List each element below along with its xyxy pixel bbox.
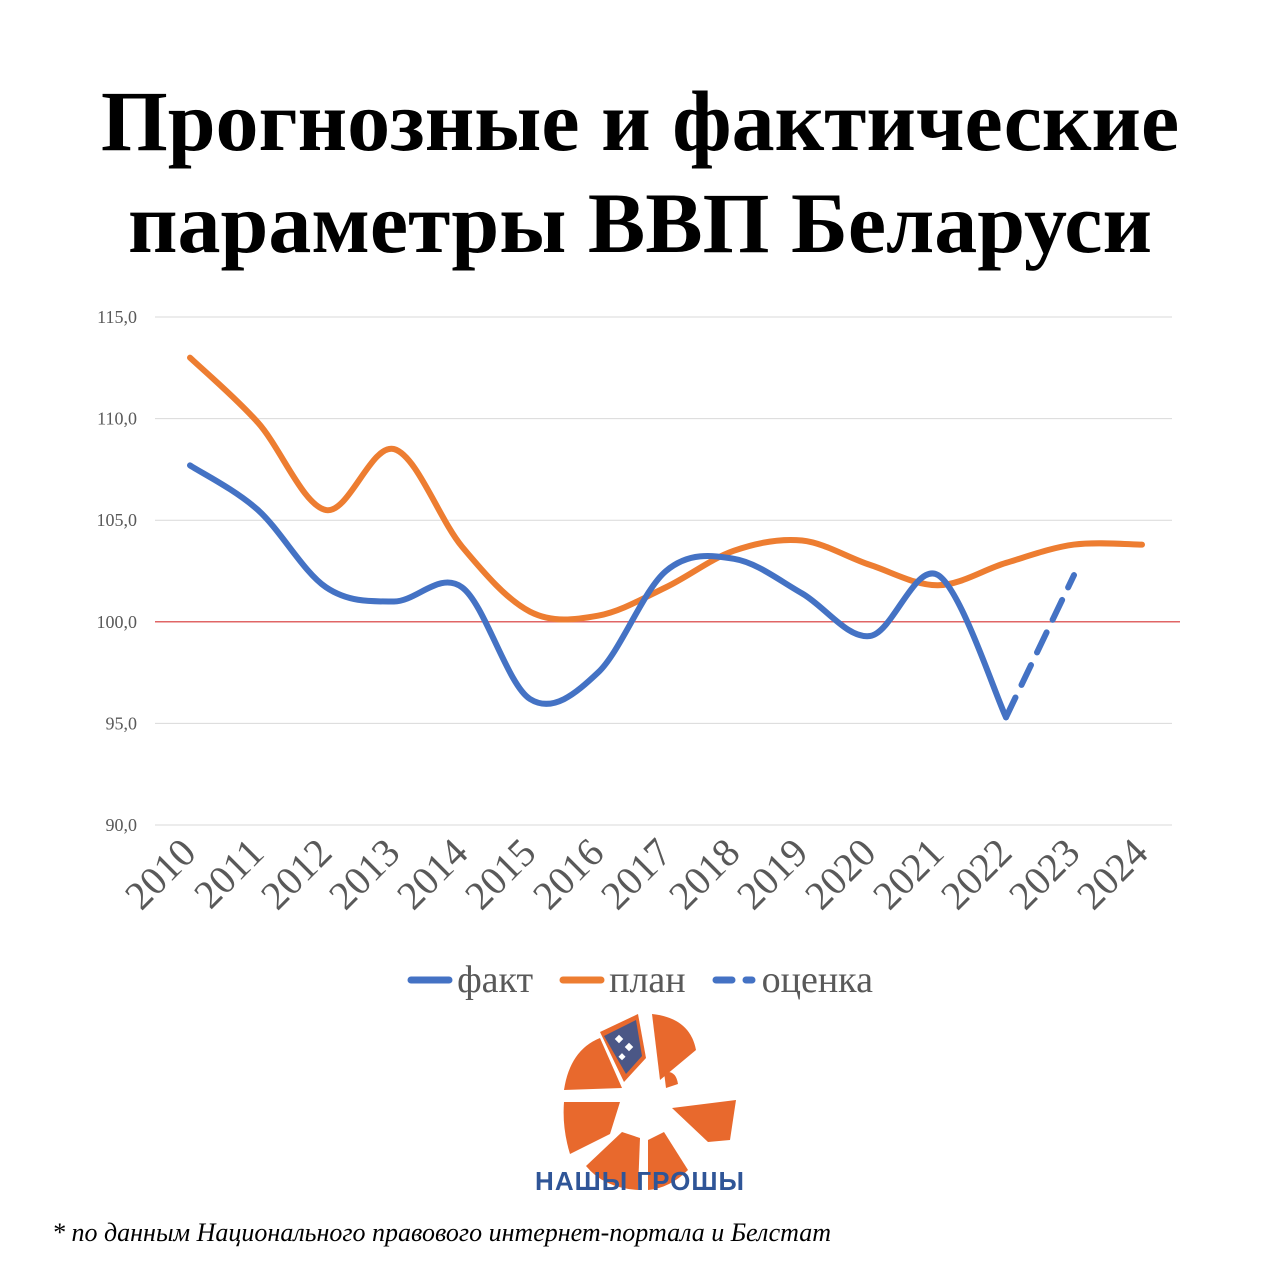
y-tick-label: 115,0 <box>97 307 137 327</box>
legend-item-fact: факт <box>407 958 533 1002</box>
legend-swatch-estimate <box>712 976 756 984</box>
logo-icon <box>563 1014 736 1190</box>
legend-label-plan: план <box>609 959 686 1001</box>
series-line-estimate <box>1003 572 1077 721</box>
x-tick-label: 2010 <box>116 830 204 918</box>
x-tick-label: 2013 <box>320 830 408 918</box>
x-tick-label: 2018 <box>660 830 748 918</box>
y-tick-label: 90,0 <box>106 815 138 835</box>
legend-item-plan: план <box>559 958 686 1002</box>
x-tick-label: 2015 <box>456 830 544 918</box>
x-tick-label: 2023 <box>1000 830 1088 918</box>
series-line-fact <box>187 462 1009 721</box>
x-tick-label: 2024 <box>1068 830 1156 918</box>
chart-title-line-1: Прогнозные и фактические <box>100 73 1180 169</box>
y-tick-label: 105,0 <box>97 510 138 530</box>
legend-swatch-fact <box>407 976 453 984</box>
x-tick-label: 2011 <box>185 830 272 917</box>
y-axis-ticks: 90,0 95,0 100,0 105,0 110,0 115,0 <box>97 307 138 835</box>
x-tick-label: 2014 <box>388 830 476 918</box>
x-tick-label: 2020 <box>796 830 884 918</box>
y-tick-label: 95,0 <box>106 713 138 733</box>
x-tick-label: 2019 <box>728 830 816 918</box>
x-tick-label: 2022 <box>932 830 1020 918</box>
y-tick-label: 110,0 <box>97 409 137 429</box>
logo-text: НАШЫ ГРОШЫ <box>535 1166 745 1196</box>
legend-item-estimate: оценка <box>712 958 873 1002</box>
series-lines <box>187 354 1145 721</box>
series-line-plan <box>187 354 1145 623</box>
legend-label-fact: факт <box>457 959 534 1001</box>
grid-lines <box>155 316 1180 826</box>
legend-swatch-plan <box>559 976 605 984</box>
y-tick-label: 100,0 <box>97 612 138 632</box>
x-tick-label: 2017 <box>592 830 680 918</box>
x-tick-label: 2016 <box>524 830 612 918</box>
chart-title: Прогнозные и фактические параметры ВВП Б… <box>0 70 1280 274</box>
x-tick-label: 2012 <box>252 830 340 918</box>
x-tick-label: 2021 <box>864 830 952 918</box>
footnote: * по данным Национального правового инте… <box>52 1218 832 1247</box>
chart-title-line-2: параметры ВВП Беларуси <box>127 175 1153 271</box>
legend-label-estimate: оценка <box>761 959 873 1001</box>
chart-legend: факт план оценка <box>0 958 1280 1002</box>
x-axis-ticks: 2010201120122013201420152016201720182019… <box>116 830 1156 918</box>
